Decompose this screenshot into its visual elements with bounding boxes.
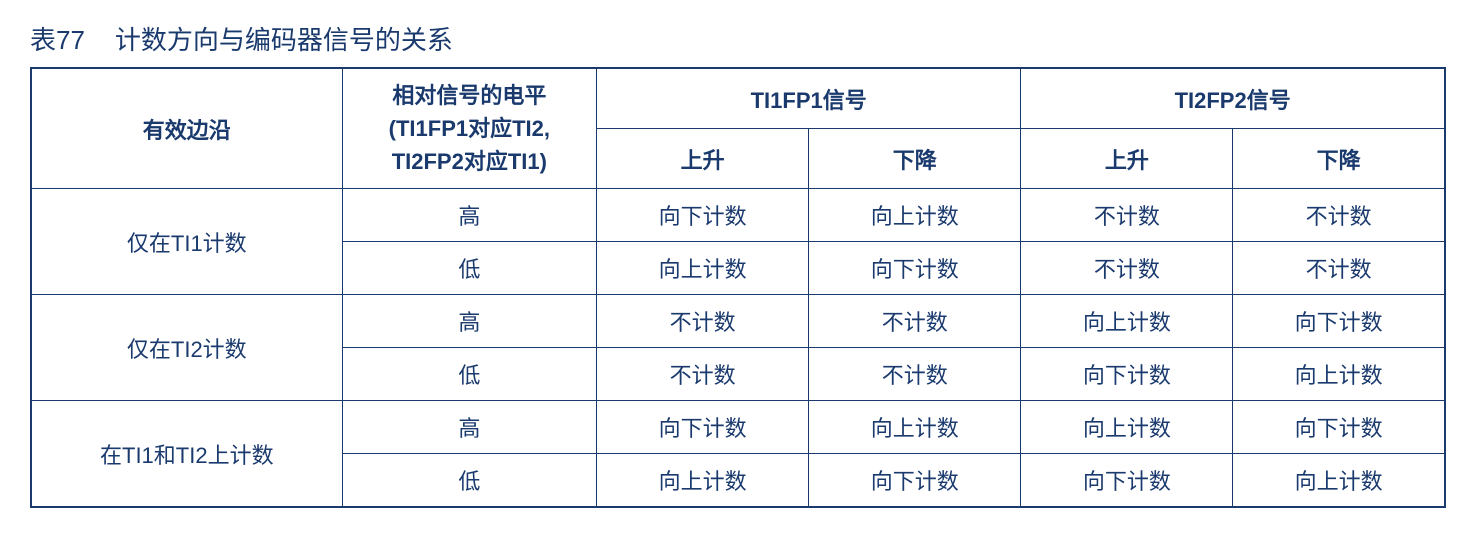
header-relative-level: 相对信号的电平 (TI1FP1对应TI2, TI2FP2对应TI1) <box>342 68 597 189</box>
cell-value: 向下计数 <box>1233 295 1445 348</box>
cell-value: 不计数 <box>1021 189 1233 242</box>
cell-level: 低 <box>342 454 597 508</box>
cell-value: 向下计数 <box>809 454 1021 508</box>
encoder-table: 有效边沿 相对信号的电平 (TI1FP1对应TI2, TI2FP2对应TI1) … <box>30 67 1446 508</box>
caption-number: 表77 <box>30 25 85 55</box>
cell-value: 向下计数 <box>809 242 1021 295</box>
header-ti1-falling: 下降 <box>809 129 1021 189</box>
cell-value: 向上计数 <box>1021 401 1233 454</box>
cell-value: 向下计数 <box>1233 401 1445 454</box>
cell-level: 低 <box>342 242 597 295</box>
cell-value: 向下计数 <box>1021 454 1233 508</box>
cell-value: 不计数 <box>1233 189 1445 242</box>
cell-value: 不计数 <box>597 295 809 348</box>
cell-level: 高 <box>342 401 597 454</box>
cell-value: 向下计数 <box>1021 348 1233 401</box>
header-row-1: 有效边沿 相对信号的电平 (TI1FP1对应TI2, TI2FP2对应TI1) … <box>31 68 1445 129</box>
table-row: 仅在TI1计数 高 向下计数 向上计数 不计数 不计数 <box>31 189 1445 242</box>
cell-value: 向上计数 <box>597 242 809 295</box>
header-relative-level-line1: 相对信号的电平 <box>351 79 589 112</box>
table-row: 在TI1和TI2上计数 高 向下计数 向上计数 向上计数 向下计数 <box>31 401 1445 454</box>
cell-edge: 仅在TI1计数 <box>31 189 342 295</box>
cell-value: 向上计数 <box>1233 454 1445 508</box>
header-ti2fp2: TI2FP2信号 <box>1021 68 1445 129</box>
table-caption: 表77 计数方向与编码器信号的关系 <box>30 20 1446 57</box>
header-ti1fp1: TI1FP1信号 <box>597 68 1021 129</box>
header-relative-level-line2: (TI1FP1对应TI2, <box>351 112 589 145</box>
cell-level: 高 <box>342 189 597 242</box>
cell-level: 高 <box>342 295 597 348</box>
cell-value: 不计数 <box>1233 242 1445 295</box>
caption-title: 计数方向与编码器信号的关系 <box>115 25 453 55</box>
cell-value: 向上计数 <box>1233 348 1445 401</box>
cell-edge: 在TI1和TI2上计数 <box>31 401 342 508</box>
cell-edge: 仅在TI2计数 <box>31 295 342 401</box>
cell-value: 不计数 <box>809 348 1021 401</box>
cell-value: 向上计数 <box>809 401 1021 454</box>
cell-value: 向上计数 <box>809 189 1021 242</box>
header-ti1-rising: 上升 <box>597 129 809 189</box>
cell-value: 不计数 <box>809 295 1021 348</box>
header-ti2-falling: 下降 <box>1233 129 1445 189</box>
header-ti2-rising: 上升 <box>1021 129 1233 189</box>
cell-value: 向上计数 <box>597 454 809 508</box>
table-row: 仅在TI2计数 高 不计数 不计数 向上计数 向下计数 <box>31 295 1445 348</box>
cell-level: 低 <box>342 348 597 401</box>
cell-value: 不计数 <box>597 348 809 401</box>
cell-value: 向上计数 <box>1021 295 1233 348</box>
header-active-edge: 有效边沿 <box>31 68 342 189</box>
cell-value: 向下计数 <box>597 401 809 454</box>
cell-value: 不计数 <box>1021 242 1233 295</box>
cell-value: 向下计数 <box>597 189 809 242</box>
header-relative-level-line3: TI2FP2对应TI1) <box>351 145 589 178</box>
